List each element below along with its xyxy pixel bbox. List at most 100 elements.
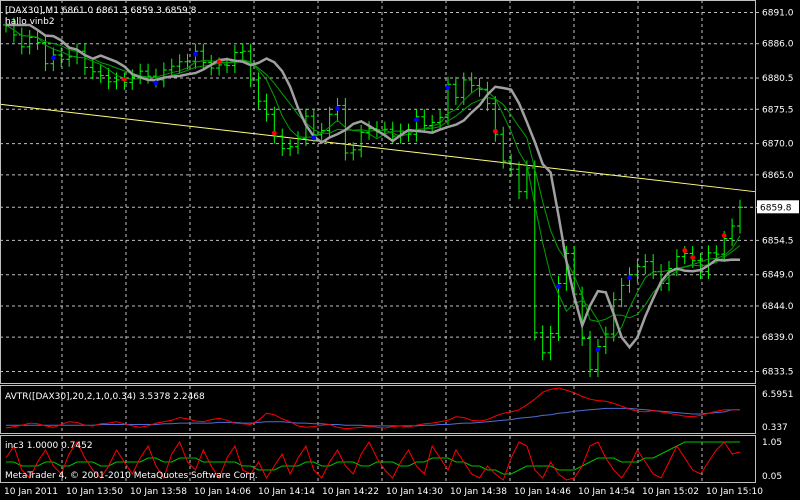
time-axis-label: 10 Jan 14:54 <box>578 487 635 497</box>
grid <box>0 0 755 483</box>
time-axis-label: 10 Jan 15:02 <box>642 487 699 497</box>
price-bar <box>729 218 736 247</box>
price-bar <box>295 131 302 155</box>
moving-average-gray <box>6 23 741 350</box>
inc3-tick-bottom: 0.05 <box>762 472 782 482</box>
price-bar <box>97 64 104 84</box>
price-bar <box>539 325 546 361</box>
price-tick-label: 6891.0 <box>762 8 794 18</box>
signal-dot-blue <box>311 135 317 141</box>
signal-dot-red <box>682 248 688 253</box>
trendline-layer[interactable] <box>0 103 756 193</box>
signal-dot-blue <box>556 284 561 289</box>
inc3-line-red <box>5 440 741 481</box>
time-axis-label: 10 Jan 13:50 <box>66 487 123 497</box>
copyright-label: MetaTrader 4, © 2001-2010 MetaQuotes Sof… <box>5 471 258 481</box>
price-bar <box>618 277 625 308</box>
inc3-pane-border <box>0 435 756 483</box>
price-bar <box>516 161 523 200</box>
time-axis-label: 10 Jan 2011 <box>4 487 58 497</box>
price-bar <box>705 245 712 280</box>
price-bar <box>602 326 609 355</box>
price-bar <box>500 126 507 169</box>
moving-average-fast <box>5 24 741 339</box>
price-bar <box>26 29 33 55</box>
trendline[interactable] <box>0 103 756 193</box>
signal-dots-layer <box>50 51 727 352</box>
signal-dot-blue <box>193 51 198 57</box>
price-bar <box>58 47 65 67</box>
signal-dot-red <box>690 254 696 260</box>
inc3-tick-top: 1.05 <box>762 438 782 448</box>
price-bar <box>66 49 73 67</box>
signal-dot-red <box>216 59 222 65</box>
price-bar <box>184 53 191 70</box>
time-axis-label: 10 Jan 13:58 <box>130 487 187 497</box>
avtr-line-red <box>5 387 740 430</box>
price-bar <box>279 128 286 157</box>
current-price-marker: 6859.8 <box>757 200 799 214</box>
signal-dot-blue <box>445 84 451 90</box>
signal-dot-blue <box>153 80 159 86</box>
inc3-title: inc3 1.0000 0.7452 <box>5 441 93 451</box>
avtr-tick-top: 6.5951 <box>762 390 794 400</box>
price-bar <box>231 44 238 74</box>
price-bar <box>263 93 270 122</box>
price-bar <box>350 142 357 161</box>
price-tick-label: 6865.0 <box>762 171 794 181</box>
price-bar <box>594 339 601 378</box>
price-bar <box>287 139 294 157</box>
avtr-subwindow-lines <box>5 387 740 430</box>
price-bar <box>413 109 420 142</box>
current-price-value: 6859.8 <box>760 203 792 213</box>
signal-dot-red <box>121 77 127 82</box>
price-tick-label: 6839.0 <box>762 333 794 343</box>
price-bar <box>460 72 467 105</box>
price-bar <box>168 58 175 78</box>
time-axis-label: 10 Jan 14:30 <box>386 487 443 497</box>
time-axis-label: 10 Jan 14:06 <box>194 487 251 497</box>
inc3-line-green <box>6 441 740 475</box>
time-axis-label: 10 Jan 14:22 <box>322 487 379 497</box>
indicator-label: hallo vinb2 <box>5 17 55 27</box>
signal-dot-red <box>721 233 727 238</box>
avtr-title: AVTR([DAX30],20,2,1,0,0.34) 3.5378 2.246… <box>5 392 205 402</box>
signal-dot-red <box>271 130 277 136</box>
price-tick-label: 6844.0 <box>762 302 794 312</box>
signal-dot-blue <box>414 117 419 123</box>
time-axis-label: 10 Jan 14:38 <box>450 487 507 497</box>
main-pane-border <box>0 0 756 384</box>
price-bar <box>492 96 499 142</box>
time-axis-label: 10 Jan 14:46 <box>514 487 571 497</box>
moving-averages-layer <box>5 23 741 350</box>
price-bar <box>737 199 743 234</box>
price-tick-label: 6833.5 <box>762 368 794 378</box>
price-tick-label: 6886.0 <box>762 40 794 50</box>
price-bar <box>587 330 594 378</box>
signal-dot-blue <box>335 106 340 111</box>
price-bar <box>444 76 451 125</box>
price-tick-label: 6854.5 <box>762 236 794 246</box>
price-bar <box>468 72 475 94</box>
time-axis[interactable]: 10 Jan 2011 10 Jan 13:50 10 Jan 13:58 10 Ja… <box>4 487 763 497</box>
price-bar <box>89 59 96 80</box>
price-bar <box>563 246 570 291</box>
price-tick-label: 6849.0 <box>762 271 794 281</box>
price-bar <box>105 68 112 90</box>
signal-dot-red <box>492 128 498 134</box>
signal-dot-blue <box>50 55 56 61</box>
signal-dot-blue <box>627 275 632 281</box>
signal-dot-blue <box>595 347 601 352</box>
moving-average-slow <box>5 24 741 323</box>
price-bar <box>508 153 515 177</box>
symbol-ohlc-label: [DAX30],M1 6861.0 6861.3 6859.3 6859.8 <box>5 6 197 16</box>
price-bar <box>302 108 309 147</box>
price-bar <box>429 114 436 133</box>
price-bar <box>271 106 278 144</box>
inc3-subwindow-lines <box>5 440 741 481</box>
price-bar <box>81 43 88 75</box>
price-bar <box>634 259 641 283</box>
time-axis-label: 10 Jan 15:10 <box>706 487 763 497</box>
